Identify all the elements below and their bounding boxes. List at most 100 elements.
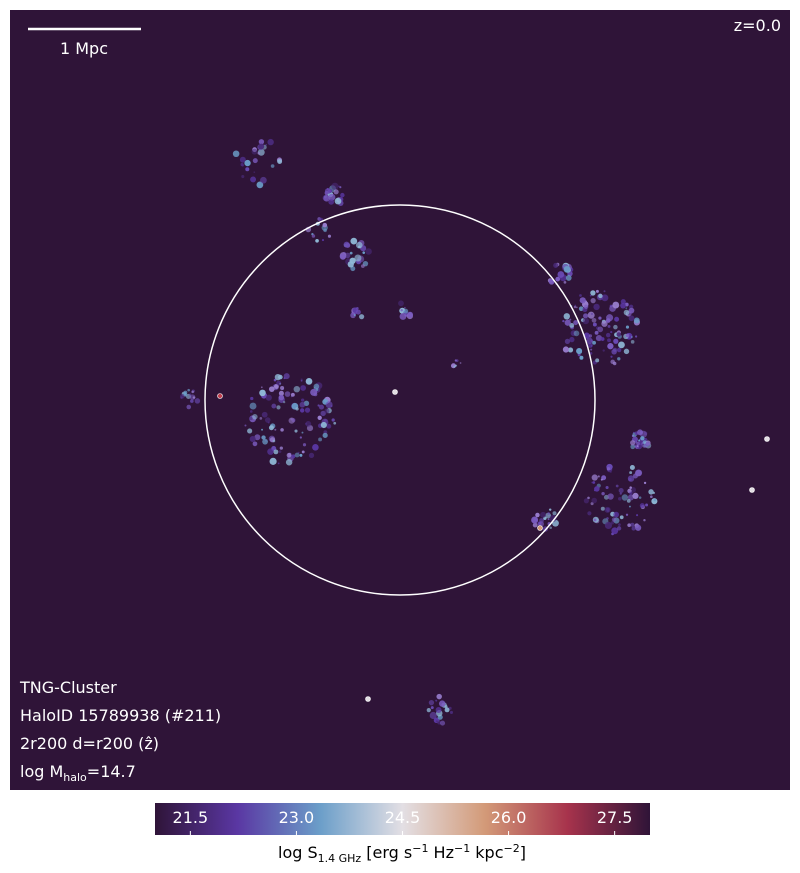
emission-blob: [638, 496, 642, 499]
emission-blob: [648, 489, 654, 495]
emission-blob: [583, 498, 589, 504]
emission-blob: [636, 514, 639, 517]
emission-blob: [611, 527, 619, 535]
emission-blob: [438, 700, 446, 707]
emission-blob: [273, 378, 277, 382]
emission-blob: [619, 492, 622, 495]
emission-blob: [563, 280, 567, 284]
emission-blob: [426, 708, 431, 713]
emission-blob: [590, 298, 596, 304]
emission-blob: [613, 338, 619, 344]
r200-circle: [204, 204, 596, 596]
emission-blob: [331, 182, 339, 190]
text: −2: [504, 842, 520, 855]
emission-blob: [618, 523, 621, 527]
emission-blob: [650, 495, 653, 499]
emission-blob: [547, 512, 550, 515]
emission-blob: [399, 313, 407, 320]
emission-blob: [562, 319, 565, 323]
emission-blob: [600, 337, 605, 341]
emission-blob: [350, 312, 356, 319]
emission-blob: [324, 408, 330, 414]
emission-blob: [597, 475, 600, 478]
emission-blob: [301, 398, 305, 402]
emission-blob: [549, 526, 552, 529]
emission-blob: [403, 308, 409, 314]
emission-blob: [588, 334, 593, 338]
emission-blob: [264, 417, 271, 423]
emission-blob: [318, 437, 323, 442]
emission-blob: [629, 505, 631, 508]
emission-blob: [601, 491, 605, 496]
emission-blob: [598, 293, 603, 299]
emission-blob: [444, 707, 450, 713]
emission-blob: [280, 385, 285, 391]
emission-blob: [619, 515, 624, 520]
emission-blob: [280, 428, 284, 432]
emission-blob: [535, 512, 540, 518]
emission-blob: [349, 251, 353, 255]
emission-blob: [618, 341, 625, 349]
emission-blob: [305, 420, 312, 427]
emission-blob: [598, 316, 602, 320]
emission-blob: [453, 365, 456, 368]
redshift: z=0.0: [734, 16, 781, 35]
emission-blob: [315, 238, 319, 243]
emission-blob: [252, 441, 258, 447]
emission-blob: [179, 394, 185, 399]
emission-blob: [300, 385, 307, 391]
emission-blob: [339, 186, 342, 189]
text: −1: [454, 842, 470, 855]
emission-blob: [295, 407, 299, 411]
emission-blob: [629, 304, 634, 309]
emission-blob: [312, 444, 319, 451]
emission-blob: [277, 159, 283, 164]
emission-blob: [261, 435, 266, 440]
emission-blob: [587, 342, 593, 348]
annotation: HaloID 15789938 (#211): [20, 706, 221, 725]
emission-blob: [313, 383, 320, 390]
emission-blob: [245, 167, 250, 172]
emission-blob: [591, 317, 597, 323]
emission-source: [764, 436, 770, 442]
emission-blob: [241, 163, 244, 167]
emission-blob: [549, 514, 557, 523]
emission-blob: [634, 335, 638, 338]
emission-blob: [310, 388, 318, 396]
emission-blob: [253, 171, 256, 173]
emission-blob: [300, 379, 303, 382]
emission-blob: [325, 401, 333, 409]
emission-blob: [259, 389, 266, 397]
colorbar-ticks: 21.5 23.0 24.5 26.0 27.5: [173, 808, 632, 835]
emission-blob: [564, 319, 571, 326]
emission-blob: [252, 414, 258, 420]
emission-blob: [435, 720, 438, 723]
emission-blob: [333, 421, 337, 425]
emission-blob: [573, 305, 577, 309]
emission-blob: [301, 450, 305, 454]
emission-blob: [283, 400, 286, 404]
emission-blob: [639, 503, 645, 509]
emission-source: [749, 487, 755, 493]
emission-blob: [398, 300, 404, 307]
emission-blob: [629, 491, 633, 496]
emission-blob: [623, 348, 630, 355]
emission-blob: [602, 349, 605, 352]
emission-blob: [190, 399, 194, 403]
emission-blob: [616, 347, 622, 353]
emission-blob: [261, 411, 268, 418]
emission-blob: [276, 380, 282, 386]
emission-blob: [293, 385, 301, 393]
emission-blob: [594, 330, 599, 335]
emission-blob: [576, 348, 583, 355]
emission-blob: [331, 418, 335, 422]
emission-blob: [569, 318, 572, 321]
emission-blob: [642, 443, 644, 446]
emission-blob: [344, 252, 351, 259]
emission-blob: [355, 241, 363, 249]
emission-blob: [626, 498, 631, 503]
emission-blob: [627, 494, 634, 501]
text: [erg s: [361, 843, 412, 862]
emission-blob: [259, 417, 263, 420]
